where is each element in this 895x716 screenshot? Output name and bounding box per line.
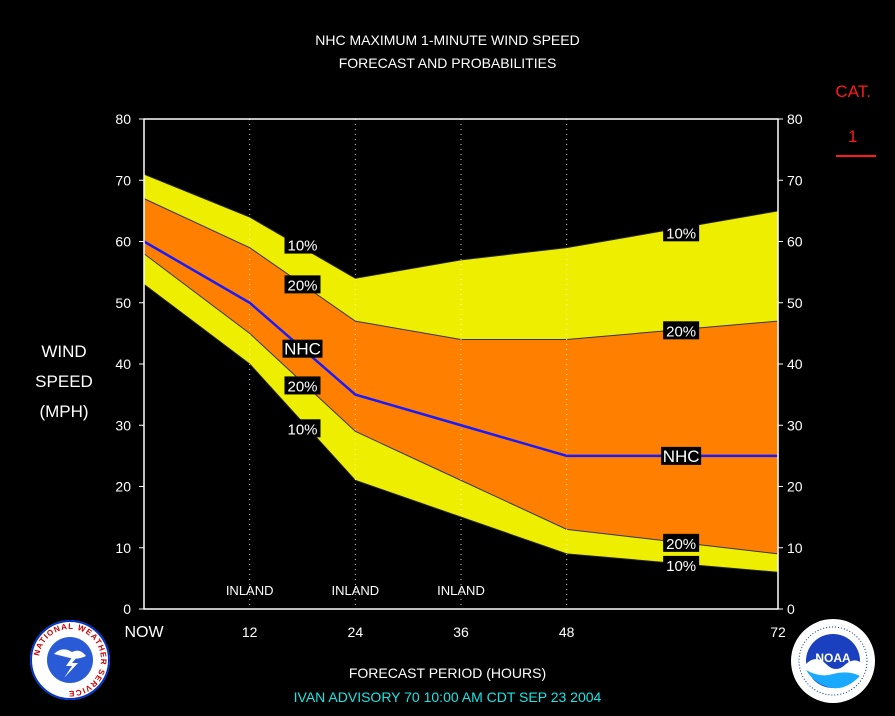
band-label-nhc: NHC [661, 446, 702, 466]
category-value: 1 [848, 127, 858, 146]
y-tick-label-left: 30 [115, 417, 131, 433]
y-tick-label-right: 40 [787, 356, 803, 372]
y-tick-label-left: 50 [115, 295, 131, 311]
band-label-20-percent: 20% [663, 321, 700, 340]
y-tick-label-right: 50 [787, 295, 803, 311]
band-label-text: 20% [666, 536, 696, 553]
category-label: CAT. [835, 82, 871, 101]
national-weather-service-logo: NATIONAL WEATHER SERVICE [30, 620, 110, 700]
x-axis-label: FORECAST PERIOD (HOURS) [348, 665, 547, 681]
series-line-upper_20 [143, 198, 779, 340]
band-label-box [663, 533, 700, 552]
band-label-text: 10% [666, 558, 696, 575]
series-line-lower_10 [143, 283, 779, 573]
series-line-lower_20 [143, 253, 779, 555]
band-label-text: 20% [666, 323, 696, 340]
band-label-box [284, 275, 321, 294]
band-label-box [284, 419, 321, 438]
chart-title-line-2: FORECAST AND PROBABILITIES [338, 55, 557, 71]
y-tick-label-left: 40 [115, 356, 131, 372]
y-tick-label-right: 10 [787, 540, 803, 556]
x-tick-label: 72 [770, 624, 786, 640]
y-tick-label-left: 0 [123, 601, 131, 617]
y-tick-label-right: 20 [787, 479, 803, 495]
band-label-10-percent: 10% [663, 223, 700, 242]
band-label-text: NHC [663, 447, 700, 466]
y-tick-label-left: 70 [115, 172, 131, 188]
band-label-box [663, 321, 700, 340]
y-axis-label-line: (MPH) [39, 402, 89, 421]
band-label-nhc: NHC [282, 339, 323, 359]
chart-title-line-1: NHC MAXIMUM 1-MINUTE WIND SPEED [315, 32, 580, 48]
y-axis-label-line: SPEED [35, 372, 93, 391]
band-label-10-percent: 10% [284, 235, 321, 255]
band-label-10-percent: 10% [284, 419, 321, 438]
x-tick-label: 24 [348, 624, 364, 640]
band-label-text: 10% [287, 238, 317, 255]
inland-label: INLAND [437, 583, 485, 598]
y-tick-label-right: 30 [787, 417, 803, 433]
nhc-forecast-line [143, 240, 778, 458]
x-tick-label: 48 [559, 624, 575, 640]
x-tick-label: 12 [242, 624, 258, 640]
band-label-10-percent: 10% [663, 555, 700, 575]
band-label-box [284, 235, 321, 254]
band-label-20-percent: 20% [284, 376, 321, 395]
y-tick-label-left: 10 [115, 540, 131, 556]
band-label-text: 20% [287, 277, 317, 294]
noaa-logo-text: NOAA [815, 651, 851, 665]
noaa-logo: NOAA [791, 619, 875, 703]
band-label-20-percent: 20% [284, 275, 321, 294]
advisory-line: IVAN ADVISORY 70 10:00 AM CDT SEP 23 200… [293, 689, 602, 705]
inland-label: INLAND [331, 583, 379, 598]
inland-label: INLAND [226, 583, 274, 598]
y-axis-label: WIND SPEED (MPH) [22, 337, 106, 427]
y-axis-label-line: WIND [41, 342, 87, 361]
x-tick-label: 36 [453, 624, 469, 640]
y-tick-label-left: 20 [115, 479, 131, 495]
band-label-text: 20% [287, 378, 317, 395]
y-tick-label-right: 80 [787, 111, 803, 127]
band-label-text: 10% [666, 225, 696, 242]
series-line-upper_10 [143, 173, 779, 279]
y-tick-label-left: 80 [115, 111, 131, 127]
band-label-text: NHC [284, 340, 321, 359]
band-label-box [663, 223, 700, 242]
band-label-box [663, 555, 700, 574]
y-tick-label-right: 70 [787, 172, 803, 188]
band-label-text: 10% [287, 421, 317, 438]
y-tick-label-right: 60 [787, 234, 803, 250]
band-label-20-percent: 20% [663, 533, 700, 553]
band-label-box [661, 446, 702, 465]
category-underline [836, 155, 876, 157]
y-tick-label-left: 60 [115, 234, 131, 250]
y-tick-label-right: 0 [787, 601, 795, 617]
band-label-box [282, 339, 323, 358]
x-tick-label: NOW [124, 624, 164, 641]
band-label-box [284, 376, 321, 395]
